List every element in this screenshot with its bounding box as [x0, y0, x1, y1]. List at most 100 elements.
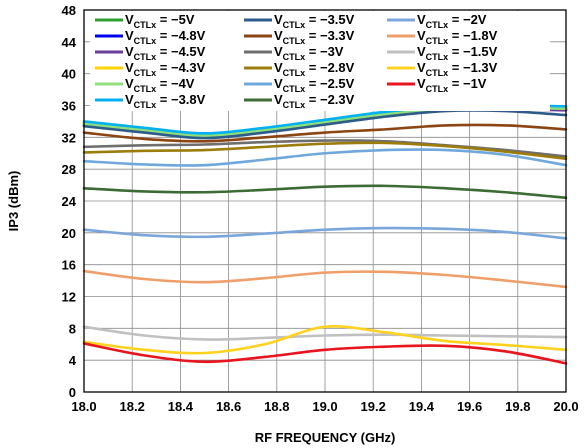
legend-label: VCTLx = −3V — [274, 44, 344, 62]
legend-label-value: = −1V — [448, 76, 487, 91]
legend-label: VCTLx = −2.5V — [274, 76, 355, 94]
x-tick-labels: 18.0 18.2 18.4 18.6 18.8 19.0 19.2 19.4 19.6 19.8… — [71, 399, 578, 414]
plot-frame — [83, 9, 567, 393]
legend-label-value: = −2.3V — [305, 92, 354, 107]
legend-label-prefix: V — [417, 28, 426, 43]
legend-label-subscript: CTLx — [426, 36, 449, 46]
legend-label-value: = −3.8V — [156, 92, 205, 107]
legend-background — [90, 11, 550, 111]
series-line — [82, 123, 568, 143]
series-line — [82, 141, 568, 161]
legend-label: VCTLx = −5V — [125, 12, 195, 30]
legend-label: VCTLx = −1.3V — [417, 60, 498, 78]
legend-label: VCTLx = −3.3V — [274, 28, 355, 46]
legend-label-subscript: CTLx — [134, 84, 157, 94]
legend-label-prefix: V — [417, 76, 426, 91]
x-tick-label: 19.6 — [457, 399, 482, 414]
legend-label-value: = −3.3V — [305, 28, 354, 43]
legend-label: VCTLx = −4V — [125, 76, 195, 94]
legend-label-value: = −5V — [156, 12, 195, 27]
legend-label: VCTLx = −1V — [417, 76, 487, 94]
legend-label: VCTLx = −4.5V — [125, 44, 206, 62]
legend-label-prefix: V — [274, 60, 283, 75]
x-axis-title: RF FREQUENCY (GHz) — [255, 430, 396, 445]
legend-label-value: = −4.5V — [156, 44, 205, 59]
legend-label: VCTLx = −2.8V — [274, 60, 355, 78]
legend-label: VCTLx = −2V — [417, 12, 487, 30]
legend-label-prefix: V — [274, 28, 283, 43]
legend-label-value: = −2V — [448, 12, 487, 27]
legend-label-prefix: V — [274, 12, 283, 27]
y-tick-label: 20 — [62, 226, 76, 241]
legend-label-subscript: CTLx — [283, 52, 306, 62]
legend-label-subscript: CTLx — [283, 36, 306, 46]
y-tick-label: 44 — [62, 35, 77, 50]
legend-label-subscript: CTLx — [134, 100, 157, 110]
legend-label-prefix: V — [125, 76, 134, 91]
y-tick-label: 0 — [69, 385, 76, 400]
legend-label-subscript: CTLx — [134, 36, 157, 46]
legend-label-subscript: CTLx — [426, 52, 449, 62]
legend-label-prefix: V — [417, 44, 426, 59]
x-tick-label: 20.0 — [553, 399, 578, 414]
legend-label-subscript: CTLx — [283, 84, 306, 94]
legend-label-value: = −1.8V — [448, 28, 497, 43]
legend-label-prefix: V — [417, 60, 426, 75]
legend-label-prefix: V — [417, 12, 426, 27]
legend-label-value: = −3V — [305, 44, 344, 59]
series-line — [82, 325, 568, 355]
y-tick-label: 40 — [62, 67, 76, 82]
legend-label-prefix: V — [274, 44, 283, 59]
series-line — [82, 325, 568, 341]
legend-label-prefix: V — [125, 60, 134, 75]
series-line — [82, 184, 568, 200]
x-tick-label: 18.6 — [216, 399, 241, 414]
y-tick-label: 4 — [69, 353, 77, 368]
series-line — [82, 226, 568, 240]
legend-label-subscript: CTLx — [426, 68, 449, 78]
legend-label-value: = −2.5V — [305, 76, 354, 91]
y-tick-label: 32 — [62, 130, 76, 145]
legend-label: VCTLx = −2.3V — [274, 92, 355, 110]
legend-label: VCTLx = −1.5V — [417, 44, 498, 62]
series-line — [82, 139, 568, 158]
legend-label-value: = −4.3V — [156, 60, 205, 75]
x-tick-label: 19.0 — [312, 399, 337, 414]
x-tick-label: 18.4 — [168, 399, 194, 414]
legend-label: VCTLx = −1.8V — [417, 28, 498, 46]
legend-label-subscript: CTLx — [134, 52, 157, 62]
x-tick-label: 18.0 — [71, 399, 96, 414]
y-tick-label: 12 — [62, 290, 76, 305]
legend-label-subscript: CTLx — [426, 84, 449, 94]
series-line — [82, 148, 568, 167]
legend-label-value: = −4V — [156, 76, 195, 91]
legend-label: VCTLx = −4.8V — [125, 28, 206, 46]
x-tick-label: 18.2 — [120, 399, 145, 414]
y-tick-label: 8 — [69, 321, 76, 336]
legend-label-prefix: V — [274, 92, 283, 107]
legend-label-subscript: CTLx — [426, 20, 449, 30]
legend-label-subscript: CTLx — [134, 68, 157, 78]
legend-label-subscript: CTLx — [134, 20, 157, 30]
legend-label-prefix: V — [125, 28, 134, 43]
x-tick-label: 19.2 — [361, 399, 386, 414]
legend-label: VCTLx = −4.3V — [125, 60, 206, 78]
legend-label: VCTLx = −3.5V — [274, 12, 355, 30]
legend-label-value: = −1.5V — [448, 44, 497, 59]
legend-label-subscript: CTLx — [283, 68, 306, 78]
legend-label-value: = −1.3V — [448, 60, 497, 75]
legend-label-prefix: V — [125, 44, 134, 59]
legend-label-value: = −2.8V — [305, 60, 354, 75]
legend-label: VCTLx = −3.8V — [125, 92, 206, 110]
y-tick-label: 16 — [62, 258, 76, 273]
legend-label-prefix: V — [274, 76, 283, 91]
y-tick-label: 24 — [62, 194, 77, 209]
legend-label-value: = −4.8V — [156, 28, 205, 43]
y-tick-label: 48 — [62, 3, 76, 18]
legend-label-value: = −3.5V — [305, 12, 354, 27]
x-tick-label: 18.8 — [264, 399, 289, 414]
legend-label-prefix: V — [125, 92, 134, 107]
series-line — [82, 342, 568, 365]
